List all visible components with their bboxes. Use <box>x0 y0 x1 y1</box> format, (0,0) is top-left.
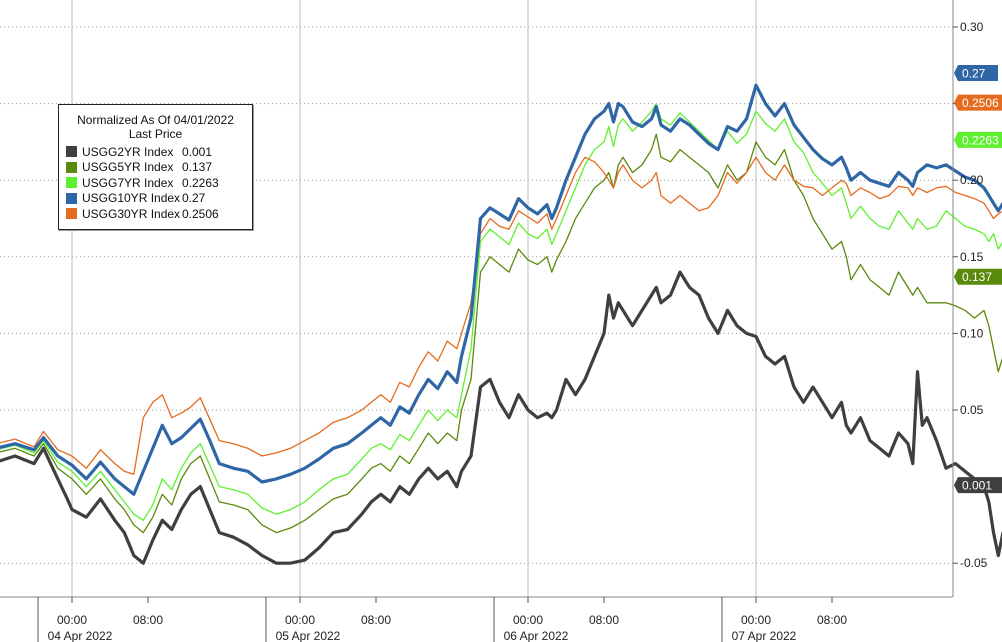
last-value-tag-bg <box>954 64 998 81</box>
y-tick-label: -0.05 <box>960 556 988 570</box>
last-value-text: 0.001 <box>962 479 992 493</box>
legend-entry-value: 0.27 <box>182 191 206 206</box>
x-tick-label: 00:00 <box>285 613 315 627</box>
x-tick-label: 00:00 <box>741 613 771 627</box>
last-value-text: 0.137 <box>962 270 992 284</box>
legend-entry: USGG5YR Index 0.137 <box>59 160 252 176</box>
legend-entry-name: USGG7YR Index <box>82 175 174 190</box>
legend-entry-value: 0.137 <box>182 160 213 175</box>
grid-lines <box>0 0 953 597</box>
day-label: 07 Apr 2022 <box>732 629 797 642</box>
y-tick-label: 0.05 <box>960 403 984 417</box>
series-line-usgg5yr <box>0 133 1002 534</box>
legend-swatch <box>66 177 77 189</box>
x-tick-label: 00:00 <box>513 613 543 627</box>
series-line-usgg2yr <box>0 270 1002 565</box>
x-tick-label: 08:00 <box>817 613 847 627</box>
series-line-usgg30yr <box>0 156 1002 475</box>
last-value-text: 0.2263 <box>962 133 999 147</box>
legend-entry-value: 0.001 <box>182 144 213 159</box>
legend-entry: USGG2YR Index 0.001 <box>59 144 252 160</box>
day-label: 04 Apr 2022 <box>48 629 113 642</box>
y-tick-label: 0.15 <box>960 250 984 264</box>
legend-subtitle: Last Price <box>128 127 183 141</box>
x-tick-label: 08:00 <box>133 613 163 627</box>
y-tick-label: 0.20 <box>960 173 984 187</box>
legend-entry: USGG7YR Index 0.2263 <box>59 175 252 191</box>
last-value-tag: 0.27 <box>954 64 998 81</box>
legend-swatch <box>66 146 77 158</box>
legend-entry-name: USGG2YR Index <box>82 144 174 159</box>
legend-entry-name: USGG5YR Index <box>82 160 174 175</box>
legend-swatch <box>66 208 77 220</box>
y-tick-label: 0.10 <box>960 326 984 340</box>
legend-entry-name: USGG10YR Index <box>82 191 181 206</box>
y-tick-label: 0.30 <box>960 20 984 34</box>
last-value-tag-bg <box>954 94 1002 111</box>
legend-entry: USGG30YR Index 0.2506 <box>59 206 252 222</box>
x-tick-label: 08:00 <box>361 613 391 627</box>
legend: Normalized As Of 04/01/2022 Last Price U… <box>58 104 253 230</box>
x-tick-label: 08:00 <box>589 613 619 627</box>
legend-entry-name: USGG30YR Index <box>82 206 181 221</box>
last-value-tag: 0.137 <box>954 268 1002 285</box>
last-value-text: 0.27 <box>962 66 986 80</box>
day-label: 05 Apr 2022 <box>276 629 341 642</box>
last-value-tag-bg <box>954 268 1002 285</box>
series-layer <box>0 83 1002 565</box>
x-tick-label: 00:00 <box>57 613 87 627</box>
last-value-labels: 0.001 0.137 0.2263 0.2506 0.27 <box>954 64 1002 494</box>
legend-entry-value: 0.2506 <box>182 206 219 221</box>
legend-entry: USGG10YR Index 0.27 <box>59 191 252 207</box>
last-value-tag: 0.2506 <box>954 94 1002 111</box>
legend-swatch <box>66 161 77 173</box>
legend-entry-value: 0.2263 <box>182 175 219 190</box>
series-line-usgg7yr <box>0 102 1002 521</box>
last-value-tag-bg <box>954 131 1002 148</box>
legend-title: Normalized As Of 04/01/2022 <box>77 113 234 127</box>
series-line-usgg10yr <box>0 83 1002 496</box>
x-axis-ticks: 00:00 08:00 00:00 08:00 00:00 08:00 00:00 08:00… <box>37 597 847 642</box>
last-value-tag-bg <box>954 477 1002 494</box>
last-value-tag: 0.2263 <box>954 131 1002 148</box>
last-value-text: 0.2506 <box>962 96 999 110</box>
day-label: 06 Apr 2022 <box>504 629 569 642</box>
legend-swatch <box>66 192 77 204</box>
last-value-tag: 0.001 <box>954 477 1002 494</box>
